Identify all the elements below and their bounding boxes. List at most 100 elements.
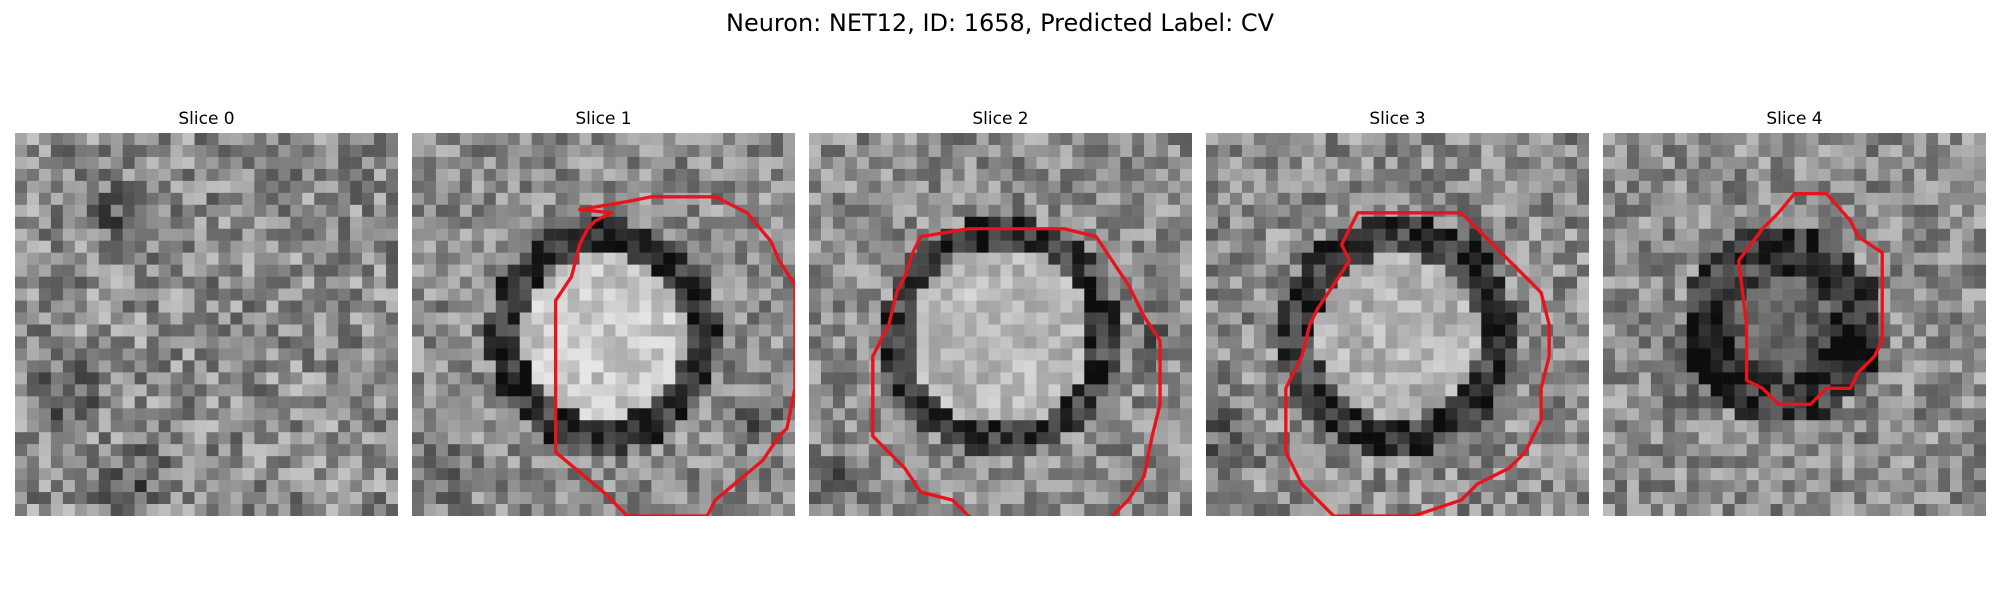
pixel: [615, 216, 628, 229]
pixel: [1686, 432, 1699, 445]
pixel: [412, 420, 425, 433]
pixel: [278, 492, 291, 505]
pixel: [302, 360, 315, 373]
pixel: [1481, 336, 1494, 349]
pixel: [1024, 432, 1037, 445]
pixel: [1217, 276, 1231, 289]
pixel: [1517, 300, 1530, 313]
pixel: [495, 204, 508, 218]
pixel: [1265, 228, 1279, 241]
pixel: [699, 396, 712, 409]
pixel: [1529, 324, 1542, 337]
pixel: [278, 312, 291, 325]
pixel: [314, 480, 327, 493]
pixel: [1012, 444, 1025, 457]
pixel: [110, 384, 123, 397]
pixel: [1806, 180, 1819, 194]
pixel: [771, 336, 784, 349]
pixel: [1974, 168, 1986, 182]
pixel: [651, 384, 664, 397]
pixel: [1950, 312, 1963, 325]
pixel: [675, 444, 688, 457]
pixel: [1349, 240, 1362, 253]
pixel: [471, 336, 485, 349]
pixel: [242, 228, 255, 241]
pixel: [1926, 372, 1939, 385]
pixel: [459, 204, 473, 218]
pixel: [1650, 336, 1664, 349]
pixel: [1722, 384, 1735, 397]
pixel: [1156, 276, 1169, 289]
pixel: [1926, 180, 1939, 194]
pixel: [663, 228, 676, 241]
pixel: [809, 324, 822, 337]
pixel: [627, 240, 640, 253]
pixel: [1626, 252, 1640, 265]
pixel: [326, 276, 339, 289]
pixel: [1349, 144, 1362, 158]
pixel: [615, 180, 628, 194]
pixel: [1060, 180, 1073, 194]
pixel: [507, 324, 520, 337]
pixel: [1866, 300, 1879, 313]
pixel: [663, 396, 676, 409]
segmentation-contour: [871, 227, 1162, 516]
pixel: [1277, 360, 1291, 373]
pixel: [218, 360, 231, 373]
pixel: [1866, 312, 1879, 325]
pixel: [471, 228, 485, 241]
pixel: [1782, 444, 1795, 457]
pixel: [507, 336, 520, 349]
pixel: [555, 264, 568, 277]
pixel: [1072, 324, 1085, 337]
pixel: [1553, 336, 1566, 349]
pixel: [507, 156, 520, 170]
pixel: [1577, 192, 1589, 206]
pixel: [1866, 276, 1879, 289]
slice-image: [1206, 133, 1589, 516]
pixel: [38, 480, 52, 493]
pixel: [1012, 468, 1025, 481]
pixel: [194, 420, 207, 433]
pixel: [1313, 456, 1326, 469]
pixel: [206, 156, 219, 170]
pixel: [1505, 180, 1518, 194]
pixel: [1036, 192, 1049, 206]
pixel: [26, 144, 40, 158]
pixel: [699, 144, 712, 158]
pixel: [892, 336, 905, 349]
pixel: [723, 228, 736, 241]
pixel: [1421, 168, 1434, 182]
pixel: [242, 216, 255, 229]
pixel: [412, 228, 425, 241]
pixel: [74, 288, 88, 301]
pixel: [519, 444, 532, 457]
pixel: [1650, 252, 1664, 265]
pixel: [1866, 192, 1879, 206]
pixel: [182, 300, 195, 313]
pixel: [820, 468, 834, 481]
pixel: [1469, 408, 1482, 421]
pixel: [471, 492, 485, 505]
pixel: [832, 432, 846, 445]
pixel: [350, 240, 363, 253]
pixel: [1674, 360, 1688, 373]
pixel: [892, 133, 905, 146]
pixel: [1650, 228, 1664, 241]
pixel: [38, 204, 52, 218]
pixel: [242, 300, 255, 313]
pixel: [844, 144, 858, 158]
pixel: [242, 384, 255, 397]
pixel: [50, 336, 64, 349]
pixel: [1385, 264, 1398, 277]
pixel: [1397, 444, 1410, 457]
pixel: [374, 372, 387, 385]
pixel: [74, 168, 88, 182]
pixel: [1421, 144, 1434, 158]
pixel: [1349, 492, 1362, 505]
pixel: [844, 492, 858, 505]
pixel: [651, 252, 664, 265]
pixel: [1265, 372, 1279, 385]
pixel: [1854, 300, 1867, 313]
pixel: [483, 348, 497, 361]
